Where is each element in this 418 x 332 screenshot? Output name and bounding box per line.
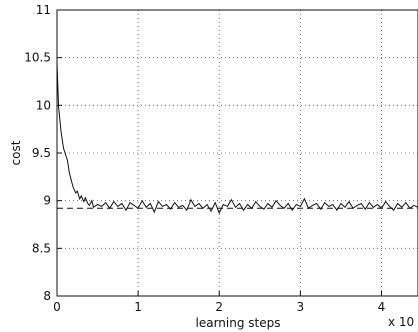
y-axis-ticks: 8 8.5 9 9.5 10 10.5 11: [24, 3, 62, 303]
x-tick-label: 0: [53, 300, 61, 314]
y-tick-label: 9.5: [32, 146, 51, 160]
x-axis-label: learning steps: [196, 316, 281, 330]
x-tick-label: 4: [378, 300, 386, 314]
x-axis-multiplier: x 10: [388, 315, 414, 329]
grid-lines: [57, 10, 418, 296]
x-tick-label: 2: [215, 300, 223, 314]
cost-curve: [56, 62, 418, 215]
y-tick-label: 10: [36, 98, 51, 112]
y-tick-label: 10.5: [24, 51, 51, 65]
x-axis-ticks: 0 1 2 3 4: [53, 291, 385, 314]
x-tick-label: 3: [297, 300, 305, 314]
y-tick-label: 8.5: [32, 241, 51, 255]
y-tick-label: 9: [43, 194, 51, 208]
y-tick-label: 8: [43, 289, 51, 303]
x-tick-label: 1: [134, 300, 142, 314]
y-tick-label: 11: [36, 3, 51, 17]
plot-area: [56, 62, 418, 215]
y-axis-label: cost: [9, 140, 23, 165]
